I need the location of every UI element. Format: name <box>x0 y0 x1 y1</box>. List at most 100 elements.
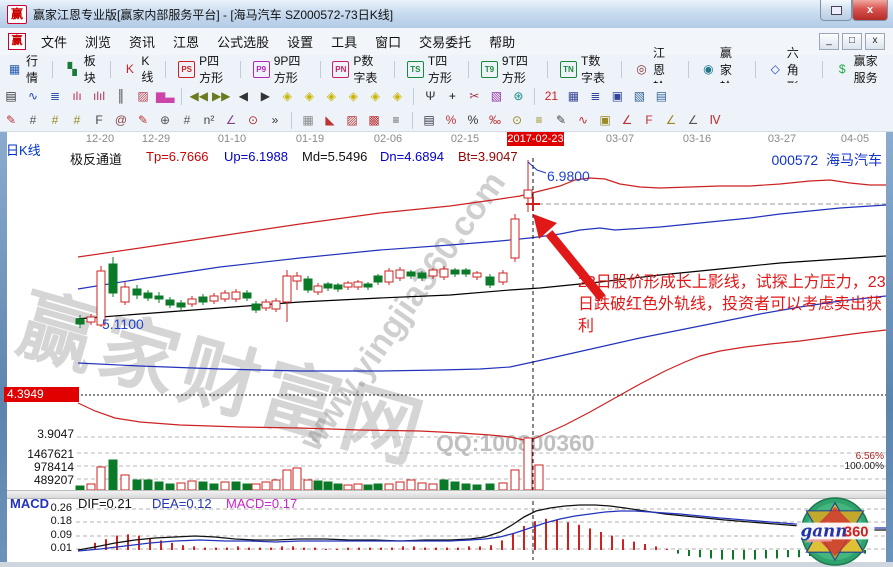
bar9-chart-icon[interactable]: ılıl <box>93 89 105 103</box>
pen-icon[interactable]: ✎ <box>5 113 17 127</box>
n2-icon[interactable]: n² <box>203 113 215 127</box>
ray-box-icon[interactable]: ▨ <box>346 113 358 127</box>
chip-icon[interactable]: ▨ <box>137 89 149 103</box>
grid2-icon[interactable]: # <box>183 113 191 127</box>
angle-tool-icon[interactable]: ∠ <box>225 113 237 127</box>
zoom-out-icon[interactable]: ◈ <box>348 89 359 103</box>
restore-icon <box>830 5 842 15</box>
close-button[interactable]: x <box>852 0 888 21</box>
theme-icon[interactable]: ▧ <box>490 89 503 103</box>
four-line-icon[interactable]: Ⅳ <box>709 113 721 127</box>
percent-line-icon[interactable]: % <box>445 113 457 127</box>
logo-text-360: 360 <box>844 524 869 540</box>
resist-line-icon[interactable]: ∠ <box>687 113 699 127</box>
mdi-close-button[interactable]: x <box>865 33 885 50</box>
gold-grid-icon[interactable]: # <box>51 113 59 127</box>
price-tag-box: 4.3949 <box>4 387 79 402</box>
menu-item-news[interactable]: 资讯 <box>129 35 156 50</box>
toolbar-t-table-button[interactable]: TN T数字表 <box>553 52 616 86</box>
gold-grid2-icon[interactable]: # <box>73 113 81 127</box>
save-icon[interactable]: ▣ <box>611 89 624 103</box>
menu-item-file[interactable]: 文件 <box>41 35 68 50</box>
toolbar-separator <box>239 60 241 78</box>
pen-line-icon[interactable]: ✎ <box>137 113 149 127</box>
date-tick: 02-06 <box>373 133 403 145</box>
menu-item-window[interactable]: 窗口 <box>375 35 402 50</box>
compass-icon[interactable]: ⊙ <box>247 113 259 127</box>
more-icon[interactable]: » <box>271 113 279 127</box>
first-page-icon[interactable]: ◀◀ <box>189 89 208 103</box>
gold-lines-icon[interactable]: ≡ <box>535 113 543 127</box>
print-icon[interactable]: ▤ <box>655 89 668 103</box>
pen-bars-icon[interactable]: ✎ <box>555 113 567 127</box>
toolbar-kline-button[interactable]: K K线 <box>115 54 160 85</box>
last-page-icon[interactable]: ▶▶ <box>211 89 231 103</box>
pan-hand-icon[interactable]: Ψ <box>425 89 436 103</box>
toolbar-separator <box>468 60 469 78</box>
menu-item-tools[interactable]: 工具 <box>331 35 358 50</box>
gold-box-icon[interactable]: ▣ <box>599 113 611 127</box>
toolbar-draw: ✎ # # # F @ ✎ ⊕ # n² ∠ ⊙ » ▦ ◣ ▨ ▩ ≡ ▤%% ‰ ⊙ ≡ ✎ ∿ ▣ ∠ F ∠ ∠ Ⅳ <box>0 109 893 132</box>
f-grid-icon[interactable]: F <box>95 113 103 127</box>
date-tick: 01-10 <box>217 133 247 145</box>
spiral-icon[interactable]: @ <box>114 113 128 127</box>
fan-lines-icon[interactable]: ◣ <box>325 113 335 127</box>
calendar-icon[interactable]: 21 <box>544 89 559 103</box>
gradient-chart-icon[interactable]: ▆▃ <box>156 89 175 103</box>
parallel-lines-icon[interactable]: ≡ <box>392 113 400 127</box>
capture-icon[interactable]: ▧ <box>633 89 646 103</box>
menu-item-gann[interactable]: 江恩 <box>173 35 200 50</box>
bar3-chart-icon[interactable]: ılı <box>72 89 82 103</box>
pane-splitter[interactable] <box>7 490 886 499</box>
gold-circle-icon[interactable]: ⊙ <box>511 113 523 127</box>
toolbar-p-table-label: P数字表 <box>353 54 378 85</box>
zoom-h-icon[interactable]: ◈ <box>326 89 337 103</box>
wave-tool-icon[interactable]: ∿ <box>577 113 589 127</box>
gann-box-icon[interactable]: ▦ <box>302 113 314 127</box>
percent-icon[interactable]: % <box>467 113 479 127</box>
zoom-right-icon[interactable]: ◈ <box>304 89 315 103</box>
speed-line-icon[interactable]: ∠ <box>665 113 677 127</box>
zoom-all-icon[interactable]: ◈ <box>392 89 403 103</box>
ray-box2-icon[interactable]: ▩ <box>368 113 380 127</box>
menu-item-settings[interactable]: 设置 <box>287 35 314 50</box>
menu-item-help[interactable]: 帮助 <box>489 35 516 50</box>
toolbar-p-table-button[interactable]: PN P数字表 <box>325 52 389 86</box>
toolbar-separator <box>319 60 321 78</box>
toolbar-p-square-button[interactable]: PS P四方形 <box>171 52 235 86</box>
low-price-label: 5.1100 <box>102 316 144 332</box>
next-icon[interactable]: ▶ <box>260 89 271 103</box>
f-angle-icon[interactable]: F <box>645 113 653 127</box>
menu-item-browse[interactable]: 浏览 <box>85 35 112 50</box>
calculator-icon[interactable]: ▦ <box>567 89 580 103</box>
menu-item-formula-pick[interactable]: 公式选股 <box>217 35 270 50</box>
menu-item-trade[interactable]: 交易委托 <box>419 35 472 50</box>
notes-icon[interactable]: ≣ <box>590 89 601 103</box>
price-bars-icon[interactable]: ▤ <box>423 113 435 127</box>
trend-wave-icon[interactable]: ∿ <box>27 89 39 103</box>
angle-line-icon[interactable]: ∠ <box>621 113 633 127</box>
zoom-in-icon[interactable]: ◈ <box>370 89 381 103</box>
highlighted-date[interactable]: 2017-02-23 <box>507 132 564 146</box>
gann-grid-icon[interactable]: # <box>29 113 37 127</box>
toolbar-winner-service-button[interactable]: $ 赢家服务 <box>828 52 893 86</box>
info-note-icon[interactable]: ≣ <box>49 89 61 103</box>
toolbar-quotes-button[interactable]: ▦ 行情 <box>0 52 47 86</box>
prev-icon[interactable]: ◀ <box>238 89 249 103</box>
mdi-restore-button[interactable]: □ <box>842 33 862 50</box>
crosshair-icon[interactable]: + <box>448 89 456 103</box>
kline-style-icon[interactable]: ▤ <box>5 89 17 103</box>
permille-icon[interactable]: ‰ <box>489 113 501 127</box>
zoom-left-icon[interactable]: ◈ <box>282 89 293 103</box>
brain-icon[interactable]: ⊛ <box>513 89 524 103</box>
toolbar-sectors-button[interactable]: ▚ 板块 <box>58 52 105 86</box>
restore-button[interactable] <box>820 0 852 21</box>
circle-grid-icon[interactable]: ⊕ <box>159 113 171 127</box>
mdi-minimize-button[interactable]: _ <box>819 33 839 50</box>
toolbar-9p-square-button[interactable]: P9 9P四方形 <box>246 52 315 86</box>
toolbar-t-square-button[interactable]: TS T四方形 <box>400 52 463 86</box>
cut-icon[interactable]: ✂ <box>469 89 480 103</box>
macd-value: MACD=0.17 <box>226 496 298 511</box>
candle-style-icon[interactable]: ║ <box>116 89 126 103</box>
toolbar-9t-square-button[interactable]: T9 9T四方形 <box>474 52 542 86</box>
